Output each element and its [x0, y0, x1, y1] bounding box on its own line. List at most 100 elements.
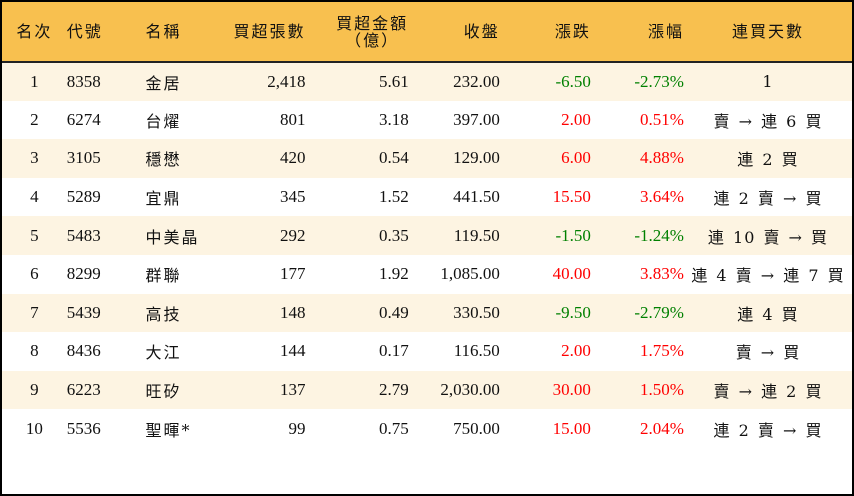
cell-net-buy-lots: 801	[280, 109, 306, 129]
cell-consecutive-days: 連 2 賣 → 買	[713, 420, 823, 440]
cell-name: 宜鼎	[145, 189, 182, 209]
cell-net-buy-lots: 177	[280, 264, 306, 284]
cell-change-pct: 1.50%	[640, 380, 684, 400]
cell-name: 聖暉*	[145, 420, 192, 440]
cell-consecutive-days: 連 2 買	[737, 150, 799, 170]
cell-name: 中美晶	[145, 227, 200, 247]
cell-consecutive-days: 連 10 賣 → 買	[707, 227, 829, 247]
cell-change: 6.00	[561, 148, 591, 168]
table-row: 3 3105 穩懋 420 0.54 129.00 6.00 4.88% 連 2…	[2, 139, 852, 178]
cell-consecutive-days: 連 4 買	[737, 304, 799, 324]
cell-net-buy-lots: 99	[288, 418, 306, 438]
cell-net-buy-amount: 1.52	[379, 187, 409, 207]
cell-close: 330.50	[453, 302, 500, 322]
cell-rank: 3	[30, 148, 39, 168]
header-close: 收盤	[408, 2, 500, 63]
cell-close: 750.00	[453, 418, 500, 438]
table-row: 7 5439 高技 148 0.49 330.50 -9.50 -2.79% 連…	[2, 293, 852, 333]
cell-change: 30.00	[552, 380, 591, 400]
cell-rank: 8	[30, 341, 39, 361]
cell-net-buy-lots: 420	[280, 148, 306, 168]
header-net-buy-amount: 買超金額 （億）	[305, 2, 409, 63]
table-row: 2 6274 台燿 801 3.18 397.00 2.00 0.51% 賣 →…	[2, 100, 852, 140]
header-rank: 名次	[2, 2, 67, 63]
cell-net-buy-lots: 2,418	[267, 71, 306, 91]
header-change: 漲跌	[499, 2, 591, 63]
cell-name: 群聯	[145, 266, 182, 286]
cell-net-buy-amount: 0.35	[379, 225, 409, 245]
table-row: 10 5536 聖暉* 99 0.75 750.00 15.00 2.04% 連…	[2, 409, 852, 448]
cell-net-buy-amount: 0.75	[379, 418, 409, 438]
cell-consecutive-days: 連 2 賣 → 買	[713, 189, 823, 209]
cell-rank: 5	[30, 225, 39, 245]
cell-rank: 2	[30, 109, 39, 129]
net-buy-ranking-table: 名次 代號 名稱 買超張數 買超金額 （億） 收盤 漲跌 漲幅 連買天數 1 8…	[2, 2, 852, 448]
cell-code: 6223	[66, 380, 101, 400]
cell-rank: 10	[25, 418, 43, 438]
header-consecutive-days: 連買天數	[683, 2, 852, 63]
cell-name: 台燿	[145, 111, 182, 131]
cell-change: 15.50	[552, 187, 591, 207]
header-change-pct: 漲幅	[590, 2, 684, 63]
table-row: 9 6223 旺矽 137 2.79 2,030.00 30.00 1.50% …	[2, 370, 852, 410]
cell-change-pct: 2.04%	[640, 418, 684, 438]
cell-close: 116.50	[453, 341, 500, 361]
cell-change: 15.00	[552, 418, 591, 438]
cell-change-pct: 0.51%	[640, 109, 684, 129]
cell-change-pct: -1.24%	[634, 225, 684, 245]
cell-net-buy-amount: 0.49	[379, 302, 409, 322]
cell-net-buy-lots: 137	[280, 380, 306, 400]
cell-close: 232.00	[453, 71, 500, 91]
table-row: 1 8358 金居 2,418 5.61 232.00 -6.50 -2.73%…	[2, 62, 852, 101]
cell-code: 5483	[66, 225, 101, 245]
cell-change-pct: 3.64%	[640, 187, 684, 207]
cell-net-buy-amount: 2.79	[379, 380, 409, 400]
cell-name: 穩懋	[145, 150, 182, 170]
cell-code: 8299	[66, 264, 101, 284]
cell-code: 5289	[66, 187, 101, 207]
cell-close: 119.50	[453, 225, 500, 245]
cell-name: 高技	[145, 304, 182, 324]
cell-net-buy-amount: 0.54	[379, 148, 409, 168]
cell-close: 441.50	[453, 187, 500, 207]
cell-code: 8358	[66, 71, 101, 91]
cell-consecutive-days: 賣 → 連 2 買	[713, 382, 823, 402]
cell-net-buy-amount: 3.18	[379, 109, 409, 129]
table-row: 6 8299 群聯 177 1.92 1,085.00 40.00 3.83% …	[2, 254, 852, 294]
cell-consecutive-days: 1	[762, 72, 774, 92]
header-net-buy-lots: 買超張數	[212, 2, 306, 63]
cell-net-buy-lots: 292	[280, 225, 306, 245]
cell-rank: 1	[30, 71, 39, 91]
cell-change-pct: 3.83%	[640, 264, 684, 284]
cell-consecutive-days: 賣 → 連 6 買	[713, 111, 823, 131]
cell-net-buy-amount: 0.17	[379, 341, 409, 361]
cell-code: 5536	[66, 418, 101, 438]
cell-consecutive-days: 連 4 賣 → 連 7 買	[691, 266, 845, 286]
cell-name: 大江	[145, 343, 182, 363]
cell-net-buy-lots: 345	[280, 187, 306, 207]
cell-change: -1.50	[555, 225, 591, 245]
cell-change: -9.50	[555, 302, 591, 322]
header-name: 名稱	[129, 2, 213, 63]
cell-change-pct: -2.73%	[634, 71, 684, 91]
cell-change: 2.00	[561, 341, 591, 361]
cell-name: 金居	[145, 73, 182, 93]
header-net-buy-amount-line1: 買超金額	[336, 13, 409, 33]
header-code: 代號	[66, 2, 130, 63]
cell-consecutive-days: 賣 → 買	[735, 343, 801, 363]
cell-net-buy-amount: 1.92	[379, 264, 409, 284]
cell-code: 6274	[66, 109, 101, 129]
table-header-row: 名次 代號 名稱 買超張數 買超金額 （億） 收盤 漲跌 漲幅 連買天數	[2, 2, 852, 63]
cell-close: 2,030.00	[440, 380, 500, 400]
cell-close: 397.00	[453, 109, 500, 129]
header-net-buy-amount-line2: （億）	[345, 30, 400, 50]
cell-rank: 6	[30, 264, 39, 284]
cell-change-pct: 1.75%	[640, 341, 684, 361]
cell-net-buy-lots: 144	[280, 341, 306, 361]
cell-rank: 9	[30, 380, 39, 400]
cell-close: 1,085.00	[440, 264, 500, 284]
table-row: 8 8436 大江 144 0.17 116.50 2.00 1.75% 賣 →…	[2, 332, 852, 371]
cell-net-buy-amount: 5.61	[379, 71, 409, 91]
cell-code: 5439	[66, 302, 101, 322]
